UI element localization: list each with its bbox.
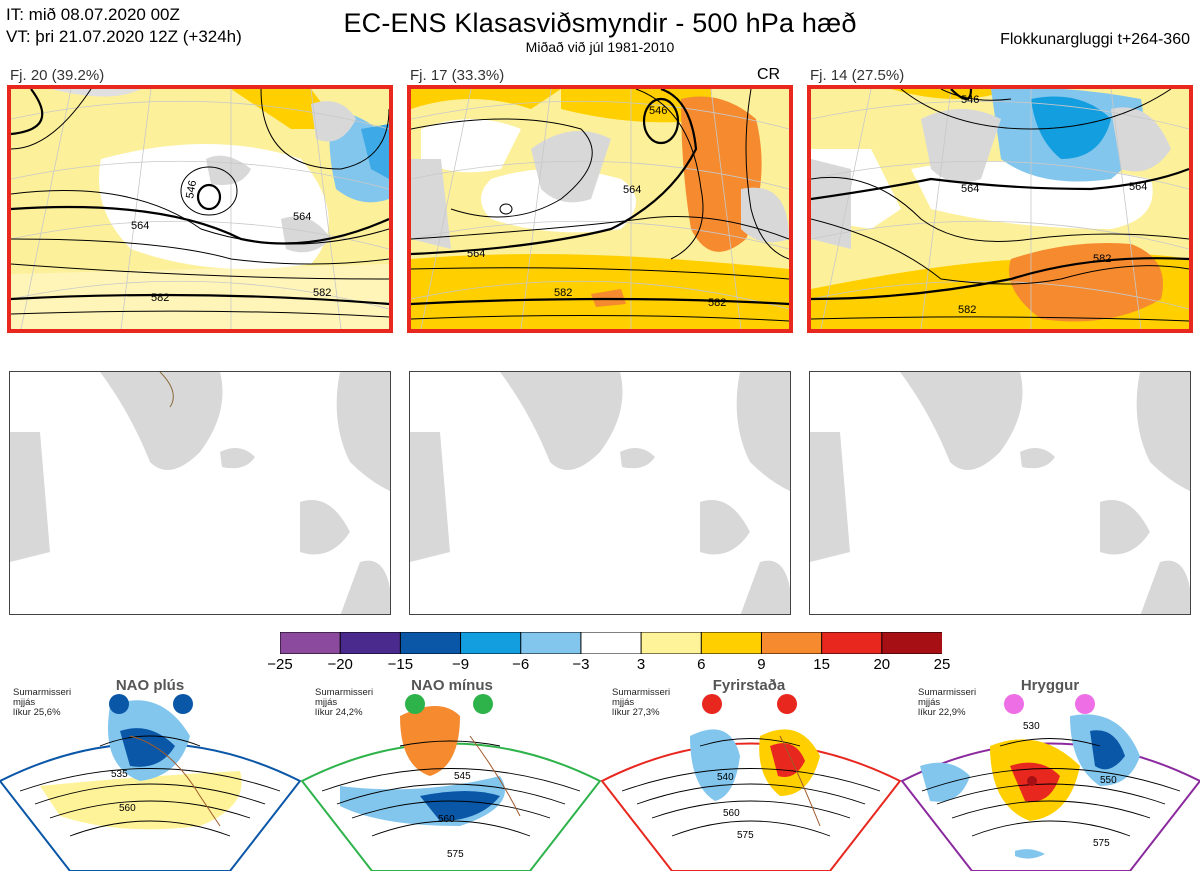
init-time: IT: mið 08.07.2020 00Z: [6, 5, 180, 24]
regime-3-note: Sumarmisseri mjjás líkur 27,3%: [612, 687, 671, 718]
contour-label: 546: [961, 94, 979, 106]
colorbar-tick-label: 9: [757, 656, 766, 673]
regimes-row: [0, 676, 1200, 871]
cluster-1-label: Fj. 20 (39.2%): [10, 67, 105, 84]
contour-label: 575: [1093, 838, 1110, 849]
contour-label: 560: [438, 814, 455, 825]
colorbar-swatch: [280, 632, 342, 654]
control-run-tag: CR: [757, 66, 781, 83]
colorbar-tick-label: −15: [387, 656, 414, 673]
contour-label: 550: [1100, 775, 1117, 786]
colorbar-tick-label: 20: [873, 656, 891, 673]
contour-label: 582: [151, 292, 169, 304]
colorbar-tick-label: −3: [572, 656, 590, 673]
cluster-2-label: Fj. 17 (33.3%): [410, 67, 505, 84]
regime-1-title: NAO plús: [115, 677, 185, 694]
colorbar-swatch: [881, 632, 942, 654]
contour-label: 575: [737, 830, 754, 841]
colorbar-tick-label: 3: [636, 656, 646, 673]
regime-2-note: Sumarmisseri mjjás líkur 24,2%: [315, 687, 374, 718]
regime-nao-minus-map: [300, 694, 602, 871]
empty-map-3: [809, 371, 1191, 615]
regime-blocking-map: [600, 694, 902, 871]
header-info: IT: mið 08.07.2020 00Z VT: þri 21.07.202…: [6, 4, 242, 48]
regime-4-title: Hryggur: [1020, 677, 1080, 694]
contour-label: 546: [184, 179, 199, 199]
contour-label: 582: [554, 287, 572, 299]
contour-label: 546: [649, 105, 667, 117]
colorbar-tick-label: 6: [697, 656, 706, 673]
contour-label: 564: [467, 248, 485, 260]
contour-label: 582: [708, 297, 726, 309]
colorbar-swatch: [580, 632, 643, 654]
regime-2-title: NAO mínus: [411, 677, 493, 694]
cluster-3-map[interactable]: 546 564 564 582 582: [807, 85, 1193, 333]
contour-label: 545: [454, 771, 471, 782]
colorbar-tick-label: 15: [813, 656, 830, 673]
contour-label: 564: [293, 211, 311, 223]
cluster-1-map[interactable]: 546 564 564 582 582: [7, 85, 393, 333]
colorbar-swatch: [460, 632, 522, 654]
page-subtitle: Miðað við júl 1981-2010: [525, 39, 675, 55]
colorbar-swatch: [640, 632, 703, 654]
contour-label: 535: [111, 769, 128, 780]
colorbar-tick-label: −25: [267, 656, 293, 673]
contour-label: 564: [623, 184, 641, 196]
colorbar-swatch: [821, 632, 883, 654]
regime-ridge-map: [900, 694, 1200, 871]
page-title: EC-ENS Klasasviðsmyndir - 500 hPa hæð: [343, 8, 857, 38]
regime-nao-plus-map: [0, 694, 302, 871]
colorbar-swatch: [520, 632, 582, 654]
colorbar-tick-label: −6: [512, 656, 530, 673]
contour-label: 582: [958, 304, 976, 316]
contour-label: 564: [1129, 181, 1147, 193]
contour-label: 564: [961, 183, 979, 195]
colorbar: [280, 632, 942, 654]
contour-label: 564: [131, 220, 149, 232]
regime-3-title: Fyrirstaða: [712, 677, 786, 694]
contour-label: 582: [313, 287, 331, 299]
contour-label: 530: [1023, 721, 1040, 732]
empty-map-2: [409, 371, 791, 615]
regime-1-note: Sumarmisseri mjjás líkur 25,6%: [13, 687, 72, 718]
colorbar-swatch: [700, 632, 763, 654]
colorbar-swatch: [399, 632, 462, 654]
cluster-3-label: Fj. 14 (27.5%): [810, 67, 905, 84]
empty-map-1: [9, 371, 391, 615]
colorbar-tick-label: −20: [327, 656, 353, 673]
colorbar-tick-label: −9: [451, 656, 470, 673]
colorbar-tick-label: 25: [933, 656, 951, 673]
contour-label: 560: [119, 803, 136, 814]
regime-4-note: Sumarmisseri mjjás líkur 22,9%: [918, 687, 977, 718]
contour-label: 560: [723, 808, 740, 819]
cluster-2-map[interactable]: 546 564 564 582 582: [407, 85, 793, 333]
contour-label: 575: [447, 849, 464, 860]
colorbar-swatch: [760, 632, 823, 654]
contour-label: 540: [717, 772, 734, 783]
contour-label: 582: [1093, 253, 1111, 265]
valid-time: VT: þri 21.07.2020 12Z (+324h): [6, 27, 242, 46]
clustering-window: Flokkunargluggi t+264-360: [1000, 31, 1190, 48]
colorbar-swatch: [339, 632, 402, 654]
